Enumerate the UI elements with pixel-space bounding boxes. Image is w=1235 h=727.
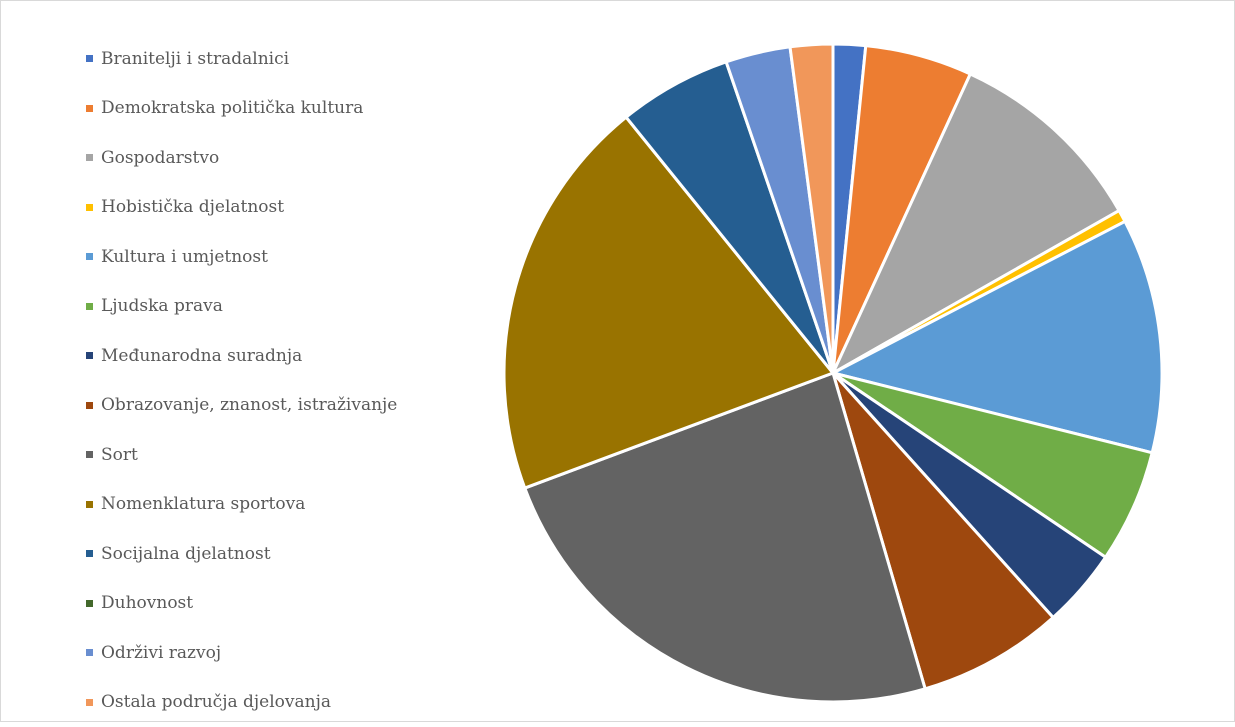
pie-chart: [0, 0, 1235, 722]
